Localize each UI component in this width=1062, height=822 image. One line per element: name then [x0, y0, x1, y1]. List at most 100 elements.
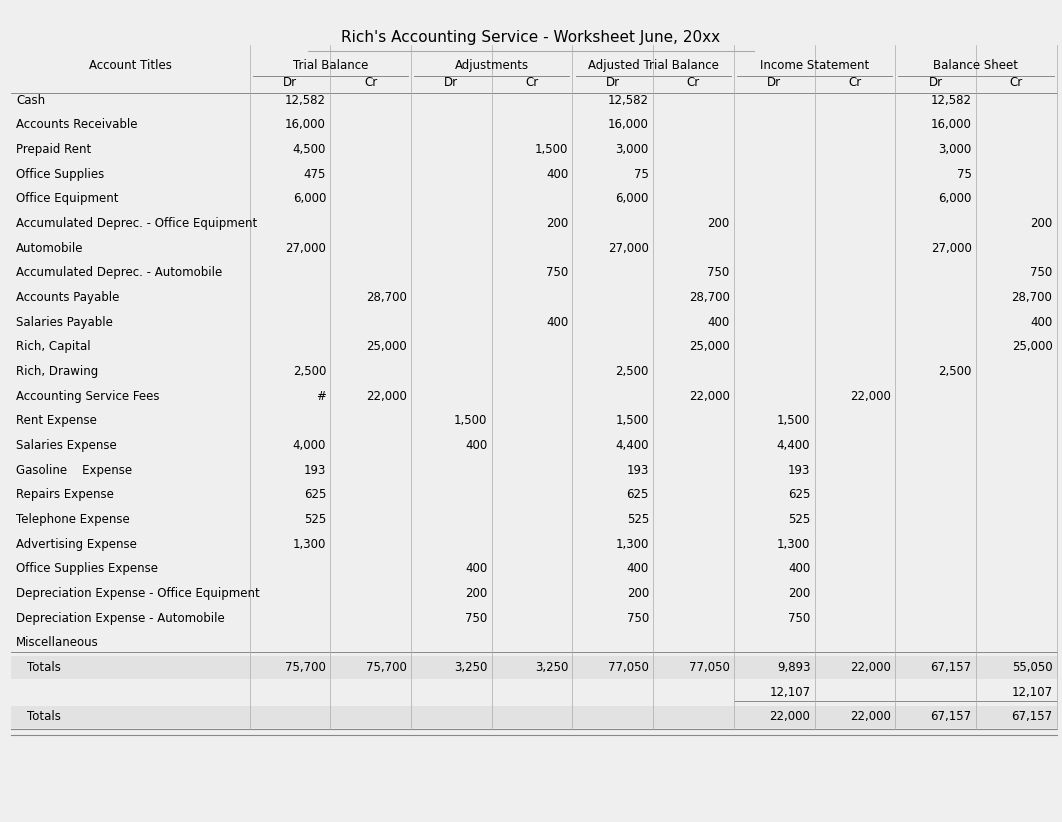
Text: 200: 200	[627, 587, 649, 600]
Text: 400: 400	[546, 168, 568, 181]
Text: Office Equipment: Office Equipment	[16, 192, 119, 206]
Text: 22,000: 22,000	[366, 390, 407, 403]
Text: 22,000: 22,000	[851, 710, 891, 723]
Text: 12,582: 12,582	[607, 94, 649, 107]
Text: Advertising Expense: Advertising Expense	[16, 538, 137, 551]
Text: 67,157: 67,157	[930, 661, 972, 674]
Text: Prepaid Rent: Prepaid Rent	[16, 143, 91, 156]
Text: Cr: Cr	[1010, 76, 1023, 89]
Text: #: #	[316, 390, 326, 403]
Text: 3,250: 3,250	[535, 661, 568, 674]
Text: 4,000: 4,000	[293, 439, 326, 452]
Text: Accumulated Deprec. - Automobile: Accumulated Deprec. - Automobile	[16, 266, 222, 279]
Text: 75,700: 75,700	[286, 661, 326, 674]
Text: 16,000: 16,000	[931, 118, 972, 132]
Text: 12,582: 12,582	[930, 94, 972, 107]
Text: 1,300: 1,300	[293, 538, 326, 551]
Text: 55,050: 55,050	[1012, 661, 1052, 674]
Text: 6,000: 6,000	[616, 192, 649, 206]
Text: 4,400: 4,400	[615, 439, 649, 452]
Text: 200: 200	[788, 587, 810, 600]
Text: 625: 625	[304, 488, 326, 501]
Text: Miscellaneous: Miscellaneous	[16, 636, 99, 649]
Text: 2,500: 2,500	[939, 365, 972, 378]
Text: 400: 400	[465, 439, 487, 452]
Text: 27,000: 27,000	[931, 242, 972, 255]
Text: Adjusted Trial Balance: Adjusted Trial Balance	[587, 59, 719, 72]
Text: 750: 750	[1030, 266, 1052, 279]
Text: Office Supplies: Office Supplies	[16, 168, 104, 181]
Text: 2,500: 2,500	[293, 365, 326, 378]
Text: 750: 750	[627, 612, 649, 625]
Text: Cr: Cr	[526, 76, 538, 89]
Text: 25,000: 25,000	[689, 340, 730, 353]
Text: 27,000: 27,000	[286, 242, 326, 255]
Text: 200: 200	[707, 217, 730, 230]
Text: 22,000: 22,000	[770, 710, 810, 723]
Text: 750: 750	[707, 266, 730, 279]
Text: 750: 750	[788, 612, 810, 625]
Text: 27,000: 27,000	[609, 242, 649, 255]
Text: 25,000: 25,000	[366, 340, 407, 353]
Text: 193: 193	[304, 464, 326, 477]
Text: 525: 525	[627, 513, 649, 526]
Text: Accounts Receivable: Accounts Receivable	[16, 118, 137, 132]
Text: 400: 400	[1030, 316, 1052, 329]
Text: Dr: Dr	[605, 76, 620, 89]
Text: 400: 400	[707, 316, 730, 329]
Text: 12,107: 12,107	[769, 686, 810, 699]
Text: 750: 750	[465, 612, 487, 625]
Text: 4,400: 4,400	[776, 439, 810, 452]
Text: 6,000: 6,000	[293, 192, 326, 206]
Text: 75: 75	[634, 168, 649, 181]
Text: 750: 750	[546, 266, 568, 279]
Text: Accounts Payable: Accounts Payable	[16, 291, 119, 304]
Text: 475: 475	[304, 168, 326, 181]
Text: Cr: Cr	[849, 76, 861, 89]
Text: 67,157: 67,157	[1011, 710, 1052, 723]
Text: 25,000: 25,000	[1012, 340, 1052, 353]
Text: 12,582: 12,582	[285, 94, 326, 107]
Text: 1,300: 1,300	[777, 538, 810, 551]
Text: Depreciation Expense - Office Equipment: Depreciation Expense - Office Equipment	[16, 587, 260, 600]
Text: 200: 200	[546, 217, 568, 230]
Text: Dr: Dr	[444, 76, 459, 89]
Text: 12,107: 12,107	[1011, 686, 1052, 699]
Text: 625: 625	[788, 488, 810, 501]
Text: 200: 200	[465, 587, 487, 600]
Text: Accumulated Deprec. - Office Equipment: Accumulated Deprec. - Office Equipment	[16, 217, 257, 230]
Text: 16,000: 16,000	[609, 118, 649, 132]
Text: 193: 193	[627, 464, 649, 477]
Text: Rich, Capital: Rich, Capital	[16, 340, 90, 353]
Text: 1,500: 1,500	[777, 414, 810, 427]
Text: Automobile: Automobile	[16, 242, 84, 255]
Text: 28,700: 28,700	[366, 291, 407, 304]
Text: 6,000: 6,000	[939, 192, 972, 206]
Text: Depreciation Expense - Automobile: Depreciation Expense - Automobile	[16, 612, 225, 625]
Text: Cr: Cr	[687, 76, 700, 89]
Text: 22,000: 22,000	[851, 390, 891, 403]
Text: 400: 400	[788, 562, 810, 575]
Text: 625: 625	[627, 488, 649, 501]
Text: Dr: Dr	[767, 76, 782, 89]
Text: 16,000: 16,000	[286, 118, 326, 132]
Text: 28,700: 28,700	[689, 291, 730, 304]
Text: 1,500: 1,500	[616, 414, 649, 427]
Text: 400: 400	[546, 316, 568, 329]
Text: 3,000: 3,000	[939, 143, 972, 156]
Bar	[11, 705, 1057, 728]
Text: Telephone Expense: Telephone Expense	[16, 513, 130, 526]
Text: Salaries Payable: Salaries Payable	[16, 316, 113, 329]
Text: 1,300: 1,300	[616, 538, 649, 551]
Text: 28,700: 28,700	[1012, 291, 1052, 304]
Text: 75,700: 75,700	[366, 661, 407, 674]
Text: Dr: Dr	[928, 76, 943, 89]
Text: Account Titles: Account Titles	[88, 59, 172, 72]
Text: Office Supplies Expense: Office Supplies Expense	[16, 562, 158, 575]
Text: Income Statement: Income Statement	[760, 59, 869, 72]
Text: Repairs Expense: Repairs Expense	[16, 488, 114, 501]
Text: Rich, Drawing: Rich, Drawing	[16, 365, 98, 378]
Text: 77,050: 77,050	[689, 661, 730, 674]
Text: Salaries Expense: Salaries Expense	[16, 439, 117, 452]
Text: 525: 525	[788, 513, 810, 526]
